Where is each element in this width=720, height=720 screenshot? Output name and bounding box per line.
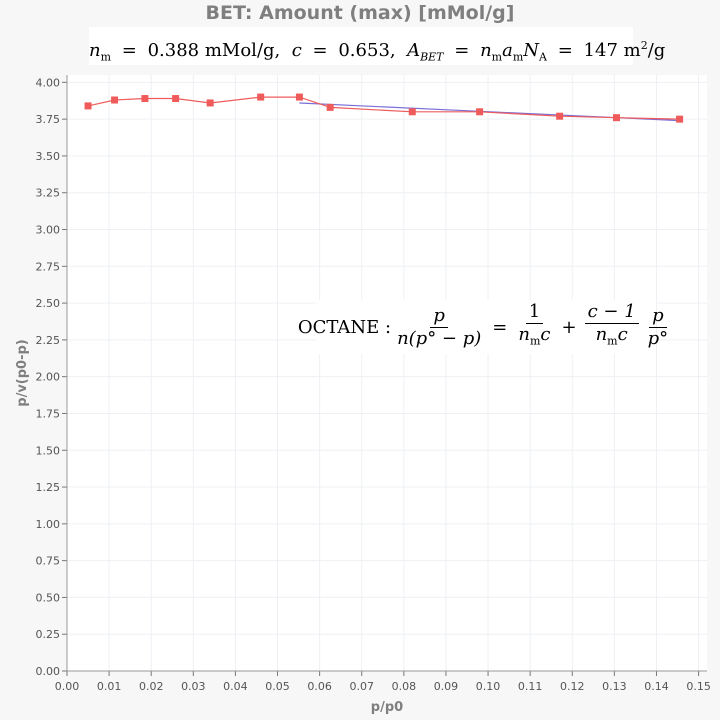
abet-expr-N-sub: A [539,50,547,64]
abet-subscript: BET [420,50,444,64]
y-tick-label: 3.50 [36,150,61,163]
y-tick-label: 3.00 [36,224,61,237]
abet-expr-a-sub: m [512,50,524,64]
equation-label: OCTANE : [297,316,392,338]
data-point[interactable] [257,93,265,101]
bet-equation-annotation: OCTANE : p n(p° − p) = 1 nmc + c − 1 nmc… [298,300,668,354]
rhs1-den-sub: m [529,334,541,348]
y-tick-label: 1.50 [36,444,61,457]
rhs2-den-n: n [595,324,608,346]
data-point[interactable] [141,95,149,103]
abet-sup: 2 [640,39,648,52]
y-tick-label: 0.75 [36,555,61,568]
data-point[interactable] [408,108,416,116]
x-axis-label: p/p0 [371,700,403,715]
abet-expr-a: a [502,40,513,61]
abet-expr-N: N [523,40,540,61]
grid-lines [66,75,707,672]
x-tick-label: 0.00 [55,680,80,693]
rhs1-fraction: 1 nmc [515,301,553,353]
y-tick-label: 3.75 [36,113,61,126]
x-tick-label: 0.12 [560,680,585,693]
abet-expr-n-sub: m [491,50,503,64]
x-tick-label: 0.04 [223,680,248,693]
abet-expr-n: n [480,40,492,61]
rhs3-denominator: p° [647,327,669,349]
abet-unit: /g [647,40,666,61]
rhs2-fraction: c − 1 nmc [584,301,639,353]
data-point[interactable] [556,112,564,120]
rhs1-numerator: 1 [525,301,544,325]
y-tick-label: 2.50 [36,297,61,310]
nm-symbol: n [89,40,101,61]
c-symbol: c [291,40,302,61]
y-tick-label: 1.25 [36,481,61,494]
rhs2-den-c: c [617,324,628,346]
x-tick-label: 0.10 [476,680,501,693]
x-tick-label: 0.11 [518,680,543,693]
rhs1-den-n: n [518,324,530,346]
abet-symbol: A [407,40,421,61]
data-point[interactable] [326,103,334,111]
data-point[interactable] [295,93,303,101]
bet-result-formula: nm = 0.388 mMol/g, c = 0.653, ABET = nma… [89,27,665,65]
rhs2-den-sub: m [607,334,618,348]
data-point[interactable] [206,99,214,107]
y-tick-label: 2.25 [36,334,61,347]
y-tick-label: 2.00 [36,371,61,384]
y-tick-label: 4.00 [36,76,61,89]
data-point[interactable] [612,114,620,122]
nm-subscript: m [100,50,112,64]
abet-value: 147 m [583,40,641,61]
rhs1-den-c: c [540,324,551,346]
data-point[interactable] [476,108,484,116]
y-tick-label: 0.00 [36,665,61,678]
chart-title: BET: Amount (max) [mMol/g] [205,2,515,24]
lhs-fraction: p n(p° − p) [394,305,484,350]
y-axis-label: p/v(p0-p) [15,339,30,406]
rhs2-numerator: c − 1 [584,301,639,325]
x-tick-label: 0.13 [602,680,627,693]
data-point[interactable] [111,96,119,104]
rhs3-numerator: p [649,305,667,328]
data-point[interactable] [172,95,180,103]
y-tick-label: 1.00 [36,518,61,531]
x-tick-label: 0.07 [349,680,374,693]
nm-value: 0.388 mMol/g [147,40,275,61]
y-tick-label: 2.75 [36,260,61,273]
x-tick-label: 0.08 [392,680,417,693]
x-tick-label: 0.09 [434,680,459,693]
axes: 0.00 0.01 0.02 0.03 0.04 0.05 0.06 0.07 0.08 0.09… [36,75,711,693]
x-tick-label: 0.14 [644,680,669,693]
y-tick-label: 1.75 [36,407,61,420]
c-value: 0.653 [338,40,390,61]
x-tick-label: 0.01 [97,680,122,693]
series-layer [84,93,684,123]
rhs3-fraction: p p° [645,305,672,350]
x-tick-label: 0.03 [181,680,206,693]
lhs-numerator: p [430,305,448,328]
x-tick-label: 0.05 [265,680,290,693]
x-tick-label: 0.06 [307,680,332,693]
y-tick-label: 0.25 [36,628,61,641]
x-tick-label: 0.02 [139,680,164,693]
x-tick-label: 0.15 [686,680,711,693]
plot-area [67,75,707,671]
data-point[interactable] [676,115,684,123]
y-tick-label: 3.25 [36,187,61,200]
lhs-denominator: n(p° − p) [397,327,482,349]
data-point[interactable] [84,102,92,110]
y-tick-label: 0.50 [36,591,61,604]
